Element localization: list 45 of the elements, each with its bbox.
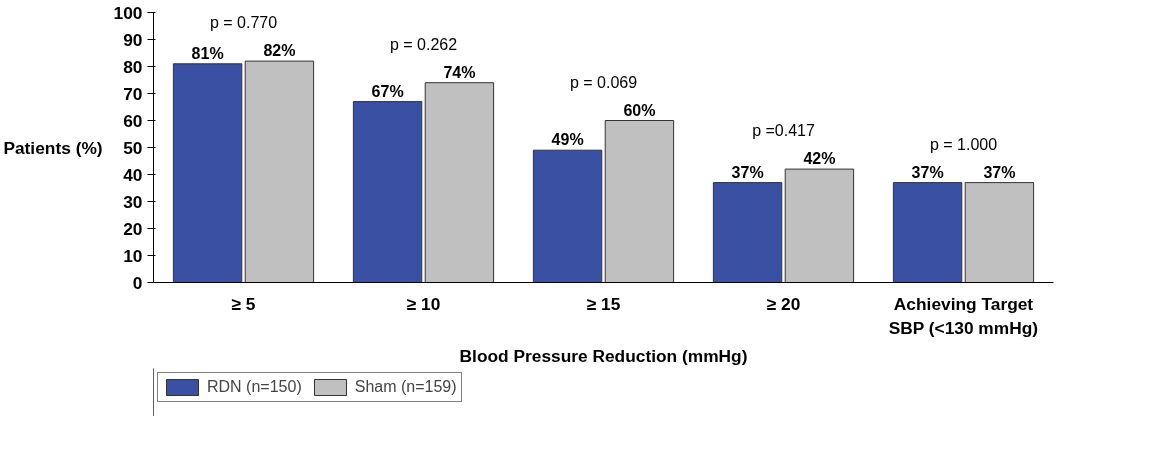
x-tick-label: ≥ 20	[766, 293, 801, 314]
data-label: 37%	[911, 163, 944, 181]
y-tick-label: 60	[123, 110, 143, 131]
y-tick-label: 80	[123, 56, 143, 77]
y-tick-label: 70	[123, 83, 143, 104]
x-tick-label: Achieving Target SBP (<130 mmHg)	[888, 293, 1039, 338]
bar	[784, 168, 855, 283]
bar	[604, 120, 675, 283]
y-tick-label: 10	[123, 245, 143, 266]
y-tick-label: 0	[132, 272, 143, 293]
bar	[352, 101, 423, 283]
data-label: 81%	[191, 44, 224, 62]
data-label: 49%	[551, 131, 584, 149]
bar	[244, 60, 315, 283]
bar	[892, 182, 963, 283]
data-label: 37%	[731, 163, 764, 181]
y-axis-title: Patients (%)	[3, 137, 103, 158]
legend-label: Sham (n=159)	[354, 378, 457, 396]
bar	[532, 149, 603, 283]
annotation: p = 0.262	[389, 35, 458, 53]
data-label: 74%	[443, 63, 476, 81]
y-tick-label: 40	[123, 164, 143, 185]
data-label: 67%	[371, 82, 404, 100]
x-tick-label: ≥ 15	[586, 293, 621, 314]
bar	[172, 63, 243, 283]
annotation: p = 0.069	[569, 73, 638, 91]
bar	[964, 182, 1035, 283]
legend-label: RDN (n=150)	[207, 378, 302, 396]
data-label: 37%	[983, 163, 1016, 181]
annotation: p = 1.000	[929, 135, 998, 153]
y-tick-label: 90	[123, 29, 143, 50]
data-label: 42%	[803, 150, 836, 168]
y-tick-label: 100	[113, 2, 143, 23]
data-label: 60%	[623, 101, 656, 119]
y-tick-label: 20	[123, 218, 143, 239]
y-tick-label: 50	[123, 137, 143, 158]
annotation: p = 0.770	[209, 14, 278, 32]
x-tick-label: ≥ 5	[231, 293, 256, 314]
y-tick-label: 30	[123, 191, 143, 212]
x-axis-title: Blood Pressure Reduction (mmHg)	[459, 345, 748, 366]
bar	[424, 82, 495, 283]
data-label: 82%	[263, 42, 296, 60]
annotation: p =0.417	[752, 122, 815, 140]
bar	[712, 182, 783, 283]
x-tick-label: ≥ 10	[406, 293, 441, 314]
